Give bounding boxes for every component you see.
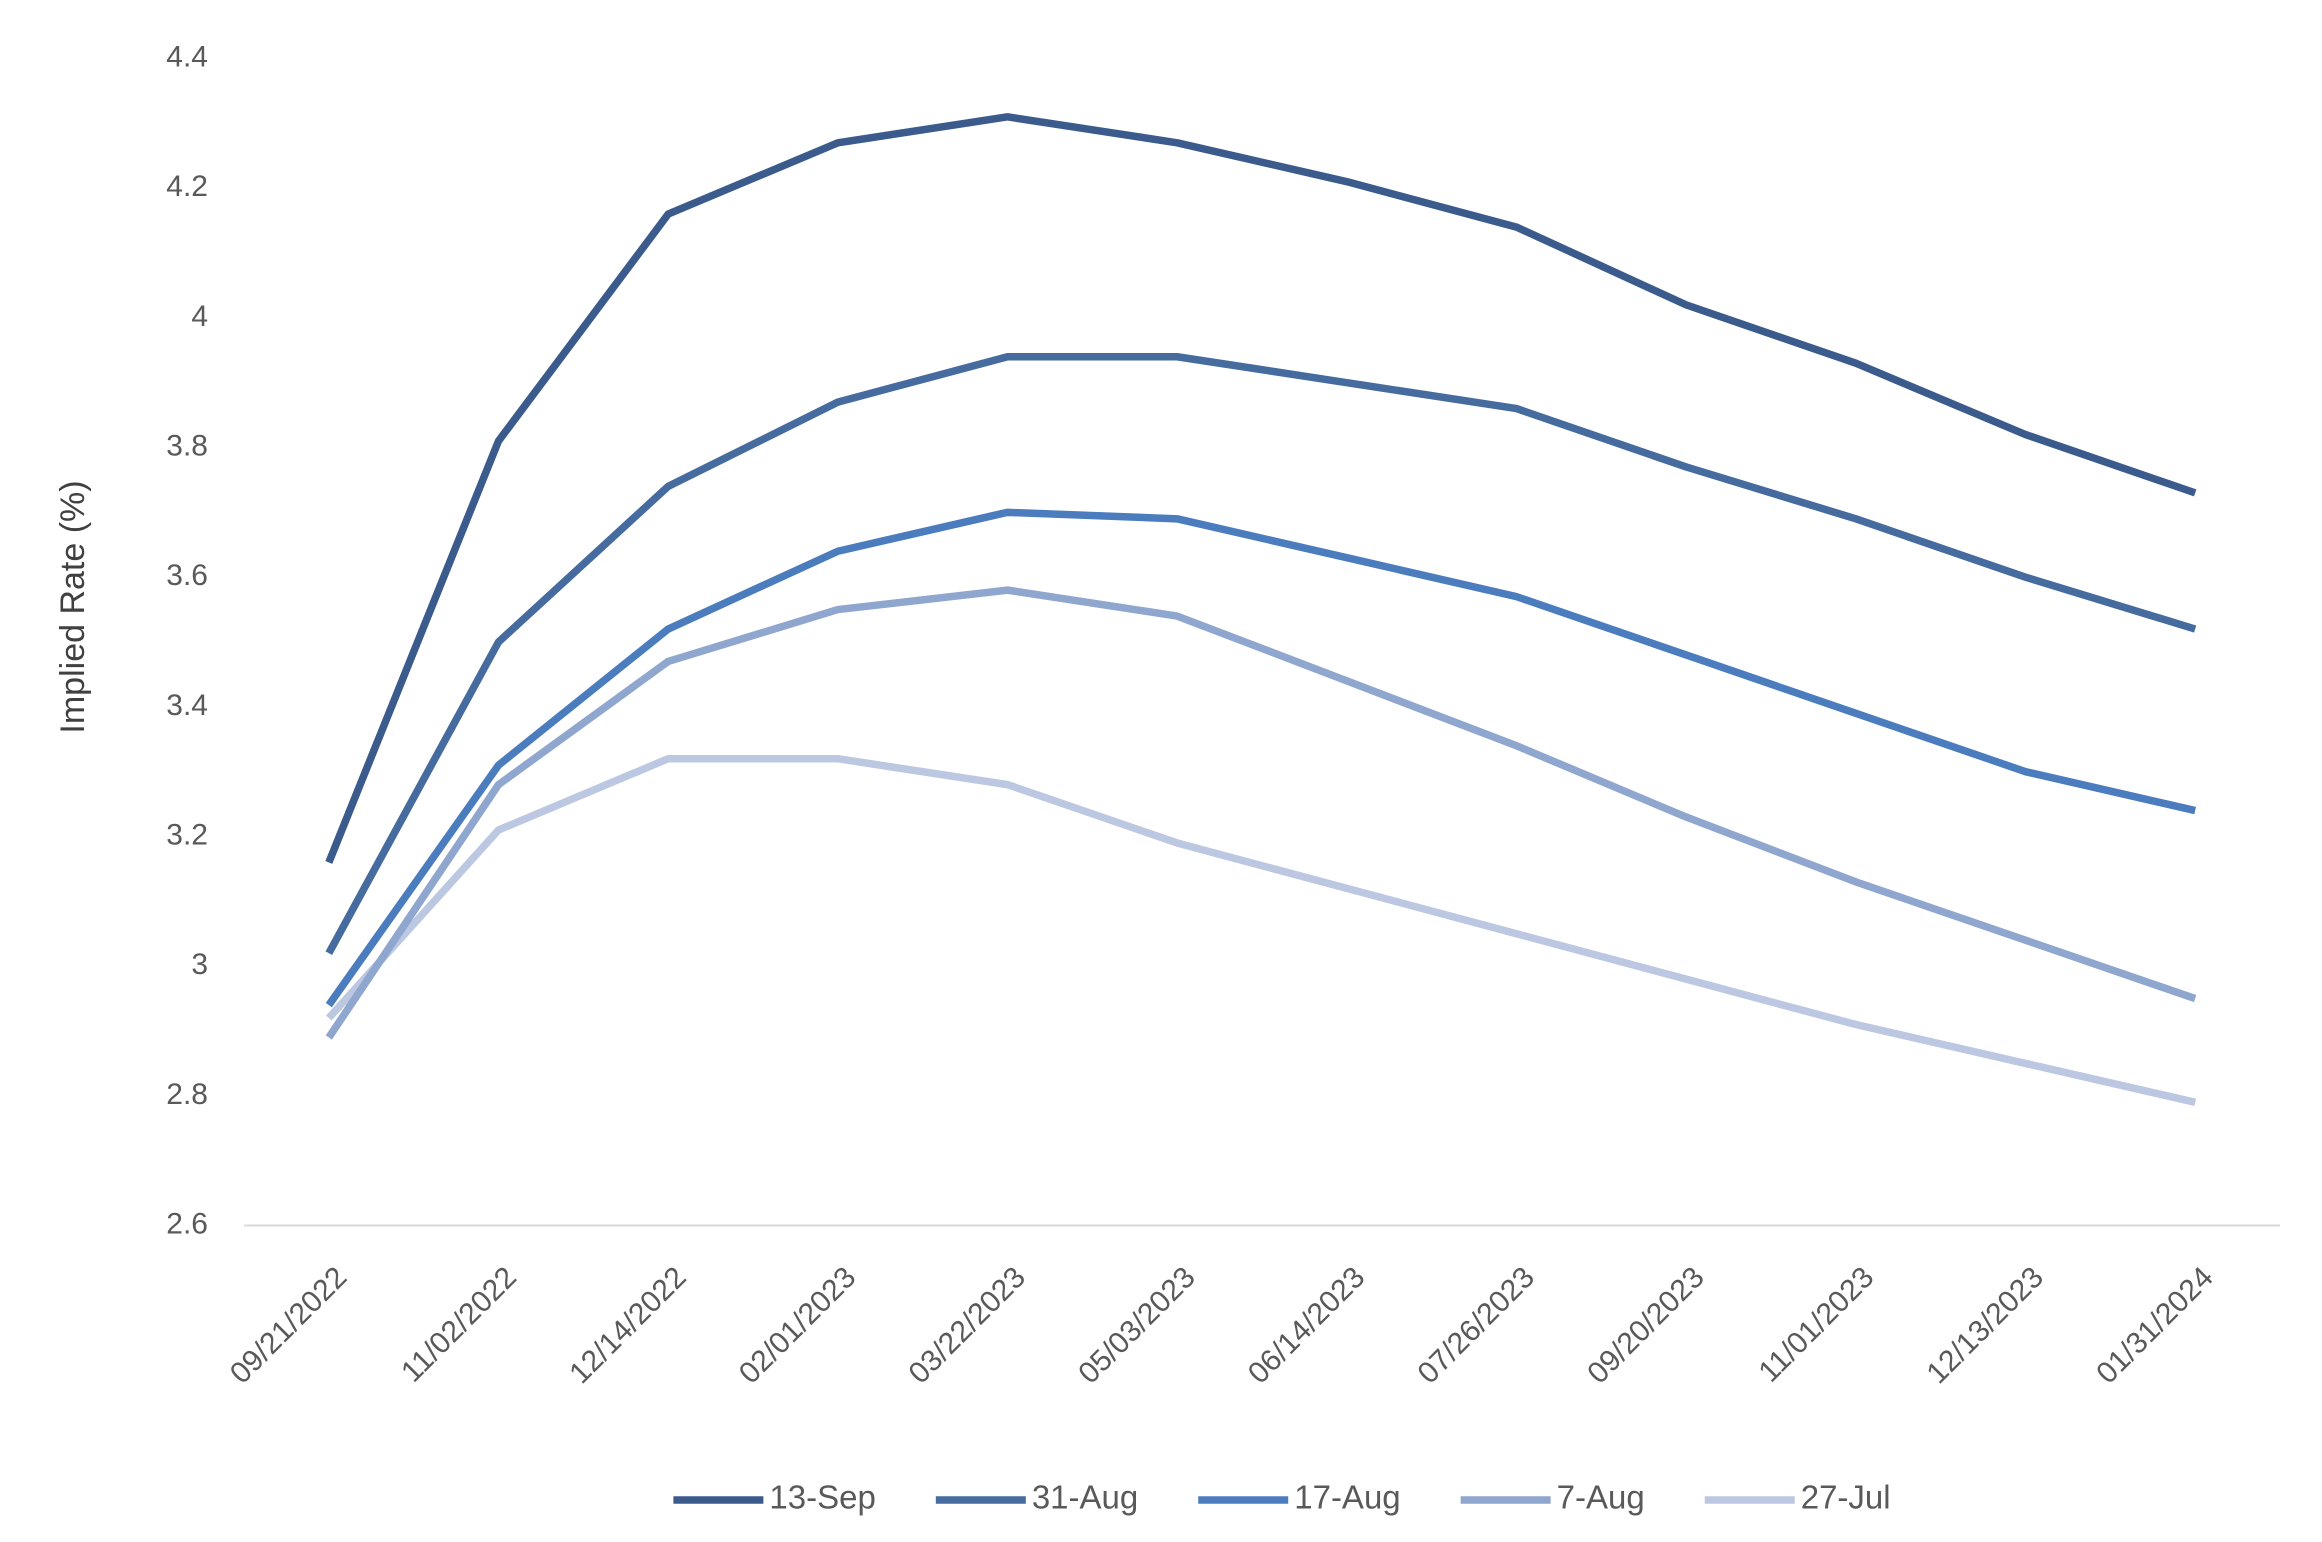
y-tick-label: 3.4 — [166, 689, 208, 722]
x-tick-label: 09/20/2023 — [1581, 1261, 1711, 1391]
legend-label: 13-Sep — [769, 1479, 875, 1516]
y-tick-label: 2.8 — [166, 1078, 208, 1111]
series-line — [325, 113, 2197, 864]
x-tick-label: 07/26/2023 — [1412, 1261, 1542, 1391]
legend-label: 27-Jul — [1801, 1479, 1891, 1516]
y-tick-label: 3.2 — [166, 818, 208, 851]
x-tick-label: 01/31/2024 — [2090, 1261, 2220, 1391]
y-tick-label: 4 — [191, 300, 208, 333]
legend-label: 31-Aug — [1032, 1479, 1138, 1516]
series-line — [325, 586, 2197, 1040]
y-tick-label: 2.6 — [166, 1207, 208, 1240]
y-tick-label: 3.8 — [166, 429, 208, 462]
x-tick-label: 12/14/2022 — [563, 1261, 693, 1391]
y-axis-label: Implied Rate (%) — [54, 480, 92, 733]
x-tick-label: 06/14/2023 — [1242, 1261, 1372, 1391]
x-tick-label: 02/01/2023 — [733, 1261, 863, 1391]
y-tick-label: 4.2 — [166, 170, 208, 203]
x-tick-label: 03/22/2023 — [903, 1261, 1033, 1391]
y-tick-label: 3.6 — [166, 559, 208, 592]
x-tick-label: 12/13/2023 — [1921, 1261, 2051, 1391]
legend-label: 7-Aug — [1557, 1479, 1645, 1516]
legend: 13-Sep 31-Aug 17-Aug 7-Aug 27-Jul — [673, 1479, 1891, 1516]
series-line — [325, 352, 2197, 955]
y-tick-label: 4.4 — [166, 40, 208, 73]
series-line — [325, 508, 2197, 1008]
x-tick-label: 11/02/2022 — [395, 1261, 523, 1389]
x-tick-label: 05/03/2023 — [1072, 1261, 1202, 1391]
series-line — [326, 754, 2197, 1106]
y-tick-label: 3 — [191, 948, 208, 981]
x-tick-label: 11/01/2023 — [1752, 1261, 1880, 1389]
legend-label: 17-Aug — [1294, 1479, 1400, 1516]
x-tick-label: 09/21/2022 — [224, 1261, 354, 1391]
